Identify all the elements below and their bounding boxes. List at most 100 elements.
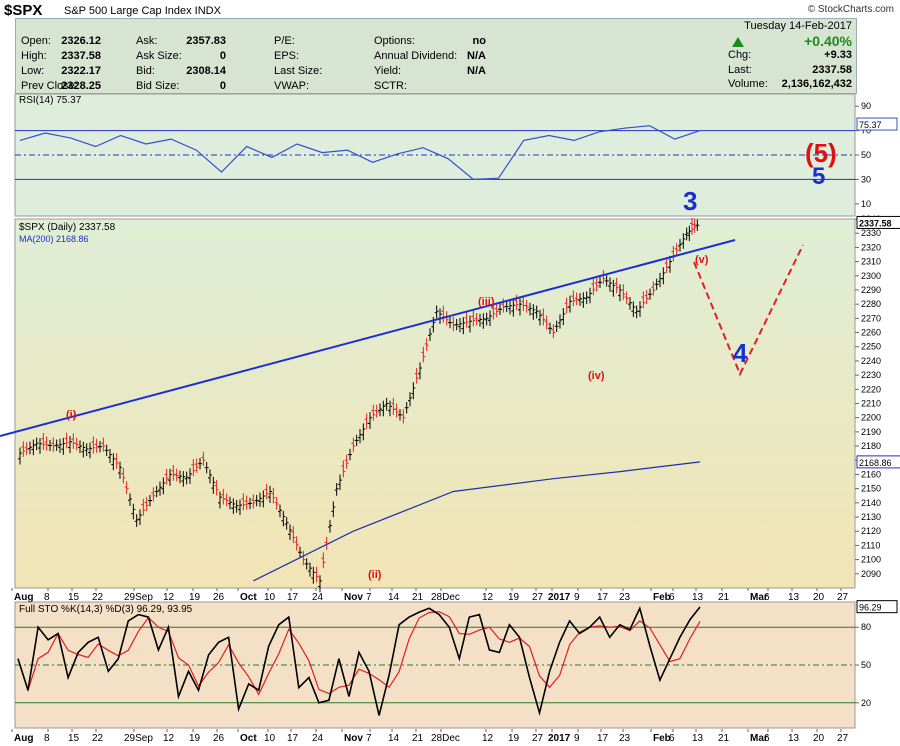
price-xaxis-label: Nov (344, 592, 363, 603)
quote-label: P/E: (274, 35, 295, 47)
quote-value: 2337.58 (61, 50, 101, 62)
sto-xaxis-label: 7 (366, 733, 372, 744)
price-ytick-label: 2190 (861, 427, 881, 437)
rsi-last-label: 75.37 (859, 120, 882, 130)
price-ytick-label: 2120 (861, 526, 881, 536)
rsi-ytick-label: 50 (861, 150, 871, 160)
sto-xaxis-label: Mar (750, 733, 768, 744)
quote-value: 0 (219, 80, 226, 92)
sto-xaxis-label: 14 (388, 733, 400, 744)
quote-date: Tuesday 14-Feb-2017 (744, 20, 852, 32)
price-ytick-label: 2280 (861, 299, 881, 309)
price-xaxis-label: 19 (189, 592, 201, 603)
ticker-symbol: $SPX (4, 2, 43, 19)
price-xaxis-label: Oct (240, 592, 257, 603)
price-ytick-label: 2100 (861, 555, 881, 565)
credit-text[interactable]: © StockCharts.com (807, 4, 894, 15)
quote-value: 0 (219, 50, 226, 62)
price-xaxis-label: 2017 (548, 592, 571, 603)
sto-xaxis-label: 21 (718, 733, 730, 744)
sto-xaxis-label: 8 (44, 733, 50, 744)
sto-xaxis-label: 9 (574, 733, 580, 744)
quote-value: 2328.25 (61, 80, 101, 92)
price-xaxis-label: 7 (366, 592, 372, 603)
quote-label: Bid Size: (136, 80, 180, 92)
sto-xaxis-label: 2017 (548, 733, 571, 744)
sto-xaxis-label: 28Dec (431, 733, 460, 744)
sto-xaxis-label: 17 (287, 733, 299, 744)
price-ytick-label: 2240 (861, 356, 881, 366)
quote-panel: Open: 2326.12 Ask: 2357.83 P/E: Options: no Hig… (15, 18, 857, 94)
quote-value: 2308.14 (186, 65, 226, 77)
price-ytick-label: 2220 (861, 384, 881, 394)
price-ytick-label: 2110 (861, 540, 880, 550)
price-ytick-label: 2230 (861, 370, 881, 380)
sto-xaxis-label: 13 (788, 733, 800, 744)
price-xaxis-label: 6 (764, 592, 770, 603)
sto-xaxis-label: 27 (837, 733, 849, 744)
sto-xaxis-label: 20 (813, 733, 825, 744)
price-title: $SPX (Daily) 2337.58 (19, 222, 116, 233)
price-xaxis-label: Feb (653, 592, 671, 603)
sto-xaxis-label: 21 (412, 733, 424, 744)
price-xaxis-label: 21 (718, 592, 730, 603)
quote-value: 2326.12 (61, 35, 101, 47)
quote-label: EPS: (274, 50, 300, 62)
price-last-label: 2337.58 (859, 218, 892, 228)
wave-label-3: 3 (683, 186, 697, 216)
quote-label: Open: (21, 35, 51, 47)
wave-label-i: (i) (66, 409, 77, 421)
quote-value: no (472, 35, 486, 47)
quote-label: Options: (374, 35, 415, 47)
sto-xaxis-label: 22 (92, 733, 104, 744)
quote-label: SCTR: (374, 80, 407, 92)
sto-xaxis-label: 27 (532, 733, 544, 744)
price-xaxis-label: 6 (669, 592, 675, 603)
quote-label: Last Size: (274, 65, 323, 77)
price-xaxis-label: 23 (619, 592, 631, 603)
price-xaxis-label: 12 (482, 592, 494, 603)
sto-xaxis-label: 17 (597, 733, 609, 744)
last-label: Last: (728, 64, 752, 76)
sto-title: Full STO %K(14,3) %D(3) 96.29, 93.95 (19, 604, 193, 615)
price-ytick-label: 2160 (861, 469, 881, 479)
sto-ytick-label: 80 (861, 622, 871, 632)
sto-xaxis-label: 6 (669, 733, 675, 744)
sto-last-label: 96.29 (859, 603, 882, 613)
price-xaxis-label: Mar (750, 592, 768, 603)
quote-label: Ask: (136, 35, 158, 47)
sto-xaxis-label: 15 (68, 733, 80, 744)
price-ytick-label: 2310 (861, 257, 881, 267)
sto-xaxis-label: 23 (619, 733, 631, 744)
price-xaxis-label: 20 (813, 592, 825, 603)
wave-label-4: 4 (733, 338, 748, 368)
ma-last-label: 2168.86 (859, 458, 892, 468)
price-ytick-label: 2250 (861, 342, 881, 352)
price-xaxis-label: 28Dec (431, 592, 460, 603)
quote-value: N/A (467, 50, 486, 62)
price-ytick-label: 2210 (861, 399, 881, 409)
rsi-ytick-label: 70 (861, 126, 871, 136)
rsi-ytick-label: 10 (861, 199, 871, 209)
sto-ytick-label: 50 (861, 660, 871, 670)
price-ytick-label: 2300 (861, 271, 881, 281)
quote-label: Ask Size: (136, 50, 182, 62)
rsi-last-box (856, 117, 898, 131)
sto-last-box (856, 600, 898, 614)
price-xaxis-label: 13 (692, 592, 704, 603)
price-xaxis-label: 17 (597, 592, 609, 603)
quote-label: Prev Close: (21, 80, 78, 92)
price-ytick-label: 2130 (861, 512, 881, 522)
sto-xaxis-label: 19 (189, 733, 201, 744)
price-xaxis-label: 26 (213, 592, 225, 603)
rsi-line (19, 125, 701, 181)
wave-label-iv: (iv) (588, 370, 605, 382)
index-name: S&P 500 Large Cap Index INDX (64, 5, 221, 17)
sto-k-line (17, 605, 701, 717)
price-ytick-label: 2090 (861, 569, 881, 579)
quote-label: High: (21, 50, 47, 62)
sto-xaxis-label: 26 (213, 733, 225, 744)
price-xaxis-label: 29Sep (124, 592, 153, 603)
ma-legend: MA(200) 2168.86 (19, 234, 89, 244)
